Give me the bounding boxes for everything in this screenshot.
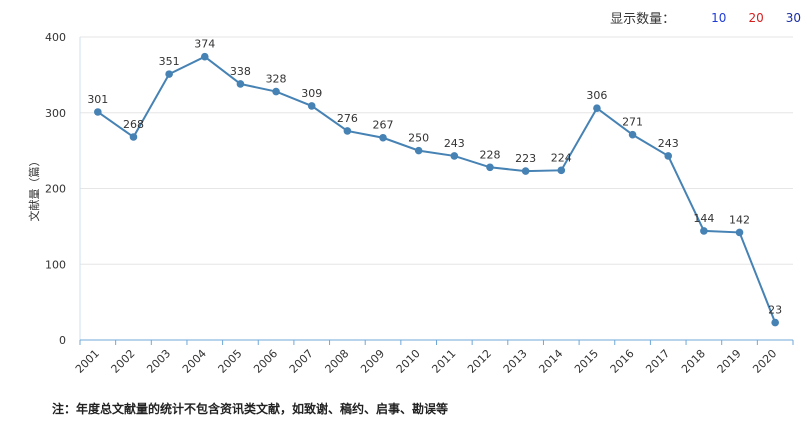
x-tick-label: 2011 [429,347,458,376]
data-point [628,130,637,139]
footnote: 注：年度总文献量的统计不包含资讯类文献，如致谢、稿约、启事、勘误等 [52,402,449,416]
data-label: 267 [373,119,394,132]
x-tick-label: 2004 [180,347,209,376]
data-point [94,108,102,116]
data-label: 223 [515,152,536,165]
y-tick-label: 0 [59,334,66,347]
count-option-20[interactable]: 20 [748,10,764,25]
data-point [272,87,280,96]
data-point [521,167,530,175]
y-tick-label: 200 [45,183,66,196]
data-point [700,227,708,235]
data-point [593,104,601,113]
x-tick-label: 2008 [323,347,352,376]
x-tick-label: 2020 [750,347,779,376]
x-tick-label: 2010 [394,347,423,376]
x-tick-label: 2005 [216,347,245,376]
x-tick-label: 2012 [465,347,494,376]
data-label: 23 [768,304,782,317]
data-point [236,80,245,88]
data-label: 250 [408,132,429,145]
data-point [664,152,673,160]
y-axis-title: 文献量（篇） [27,156,41,222]
data-label: 309 [301,87,322,100]
data-point [557,166,566,175]
x-tick-label: 2002 [109,347,138,376]
data-label: 271 [622,116,643,129]
data-label: 301 [87,93,108,106]
data-point [165,70,173,78]
x-tick-label: 2007 [287,347,316,376]
x-tick-label: 2009 [358,347,387,376]
count-option-10[interactable]: 10 [711,10,727,25]
x-tick-label: 2018 [679,347,708,376]
data-label: 351 [159,55,180,68]
data-label: 224 [551,151,572,164]
data-point [771,318,779,327]
data-label: 306 [586,89,607,102]
y-tick-label: 100 [45,258,66,271]
data-point [414,146,423,155]
x-tick-label: 2001 [73,347,102,376]
x-tick-label: 2019 [715,347,744,376]
data-point [129,133,138,141]
display-count-bar: 显示数量： 10 20 30 [610,8,801,28]
count-option-30[interactable]: 30 [785,10,801,25]
data-label: 338 [230,65,251,78]
data-point [343,127,352,135]
data-point [200,52,209,61]
y-tick-label: 300 [45,107,66,120]
data-label: 243 [444,137,465,150]
data-label: 144 [693,212,714,225]
x-tick-label: 2013 [501,347,530,376]
data-label: 142 [729,213,750,226]
data-label: 228 [479,148,500,161]
x-tick-label: 2017 [643,347,672,376]
data-label: 374 [194,38,215,51]
x-tick-label: 2014 [536,347,565,376]
x-tick-label: 2003 [144,347,173,376]
data-point [486,163,494,172]
display-count-label: 显示数量： [610,12,676,27]
data-label: 328 [266,73,287,86]
series-line [97,55,777,323]
y-tick-label: 400 [45,31,66,44]
x-tick-label: 2006 [251,347,280,376]
data-label: 243 [658,137,679,150]
data-label: 276 [337,112,358,125]
x-tick-label: 2016 [608,347,637,376]
data-point [450,152,459,160]
x-tick-label: 2015 [572,347,601,376]
data-label: 268 [123,118,144,131]
data-point [379,133,387,142]
data-point [735,228,744,237]
data-point [307,102,316,110]
